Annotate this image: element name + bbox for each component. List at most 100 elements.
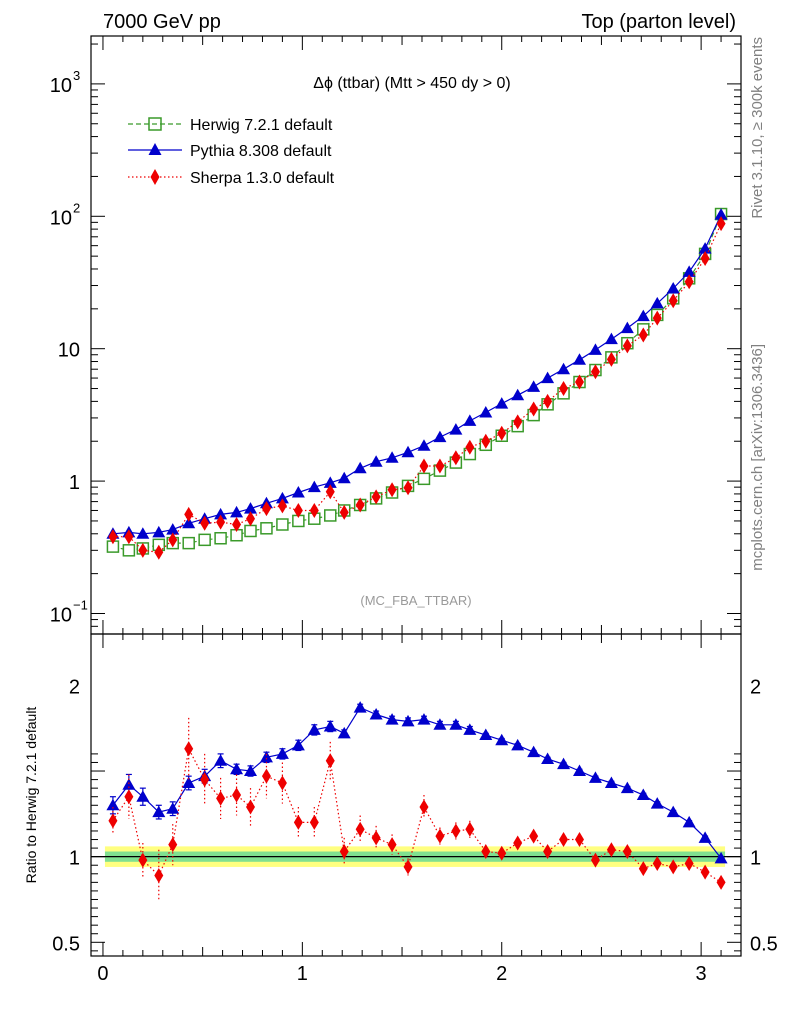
legend-label-pythia: Pythia 8.308 default xyxy=(190,143,332,160)
data-point-sherpa xyxy=(465,439,475,455)
series-sherpa xyxy=(108,216,726,560)
y-tick-label-right: 0.5 xyxy=(750,933,778,955)
ratio-point-pythia xyxy=(417,713,431,725)
data-point-sherpa xyxy=(529,401,539,417)
ratio-plot-frame xyxy=(90,633,742,957)
data-point-herwig xyxy=(276,518,289,531)
y-tick-label: 0.5 xyxy=(52,933,80,955)
data-point-sherpa xyxy=(246,511,256,527)
data-point-pythia xyxy=(337,471,351,484)
ratio-point-sherpa xyxy=(277,775,287,791)
ratio-point-pythia xyxy=(401,714,415,727)
ratio-point-pythia xyxy=(307,723,321,735)
ratio-point-pythia xyxy=(572,764,586,777)
mcplots-label: mcplots.cern.ch [arXiv:1306.3436] xyxy=(749,344,766,571)
legend-entry-pythia: Pythia 8.308 default xyxy=(128,143,332,160)
ratio-point-pythia xyxy=(714,851,728,864)
data-point-pythia xyxy=(136,527,150,539)
ratio-point-sherpa xyxy=(261,768,271,784)
data-point-sherpa xyxy=(481,433,491,449)
y-tick-label: 10 −1 xyxy=(50,597,88,626)
ratio-point-sherpa xyxy=(622,844,632,860)
data-point-herwig xyxy=(214,532,227,545)
ratio-point-pythia xyxy=(369,708,383,720)
data-point-pythia xyxy=(714,208,728,220)
data-point-pythia xyxy=(152,525,166,538)
series-herwig xyxy=(106,207,728,557)
x-tick-label: 1 xyxy=(297,963,308,985)
legend-entry-herwig: Herwig 7.2.1 default xyxy=(128,117,333,134)
ratio-point-sherpa xyxy=(700,864,710,880)
ratio-point-pythia xyxy=(463,723,477,735)
ratio-point-pythia xyxy=(479,728,493,741)
ratio-point-sherpa xyxy=(216,790,226,806)
y-tick-label-mantissa: 10 xyxy=(50,604,72,626)
ratio-point-sherpa xyxy=(293,814,303,830)
data-point-pythia xyxy=(353,461,367,474)
data-layer xyxy=(91,207,741,902)
legend-label-herwig: Herwig 7.2.1 default xyxy=(190,117,333,134)
ratio-point-sherpa xyxy=(403,859,413,875)
ratio-series-line-sherpa xyxy=(112,746,722,883)
ratio-point-pythia xyxy=(323,719,337,732)
ratio-point-sherpa xyxy=(590,852,600,868)
data-point-herwig xyxy=(417,472,431,486)
watermark: (MC_FBA_TTBAR) xyxy=(360,593,471,608)
ratio-point-sherpa xyxy=(513,835,523,851)
rivet-label: Rivet 3.1.10, ≥ 300k events xyxy=(749,37,766,219)
data-point-sherpa xyxy=(154,544,164,560)
data-point-pythia xyxy=(214,507,228,520)
y-tick-label-right: 1 xyxy=(750,848,761,870)
data-point-herwig xyxy=(324,509,337,522)
header-right-label: Top (parton level) xyxy=(581,11,736,33)
data-point-sherpa xyxy=(419,458,429,474)
data-point-sherpa xyxy=(668,293,678,309)
ratio-point-sherpa xyxy=(184,741,194,757)
ratio-point-pythia xyxy=(682,815,696,828)
ratio-point-sherpa xyxy=(716,874,726,890)
data-point-herwig xyxy=(122,544,136,557)
data-point-pythia xyxy=(291,486,305,498)
data-point-sherpa xyxy=(638,327,648,343)
data-point-sherpa xyxy=(355,497,365,513)
ratio-point-pythia xyxy=(698,831,712,843)
data-point-pythia xyxy=(541,371,555,384)
ratio-point-pythia xyxy=(166,802,180,814)
data-point-sherpa xyxy=(184,506,194,522)
ratio-point-sherpa xyxy=(154,868,164,883)
data-point-herwig xyxy=(198,533,211,547)
y-tick-label-exponent: −1 xyxy=(73,597,88,612)
data-point-pythia xyxy=(636,309,650,322)
data-point-herwig xyxy=(260,522,273,535)
ratio-point-pythia xyxy=(650,797,664,809)
data-point-pythia xyxy=(369,455,383,467)
ratio-point-sherpa xyxy=(200,772,210,788)
ratio-point-pythia xyxy=(106,798,120,811)
data-point-pythia xyxy=(511,388,525,401)
ratio-point-sherpa xyxy=(559,832,569,848)
ratio-point-sherpa xyxy=(387,837,397,853)
data-point-pythia xyxy=(275,491,289,504)
ratio-point-sherpa xyxy=(138,852,148,868)
ratio-point-pythia xyxy=(337,726,351,739)
data-point-sherpa xyxy=(700,250,710,266)
ratio-point-pythia xyxy=(604,776,618,789)
x-tick-label: 3 xyxy=(696,963,707,985)
data-point-sherpa xyxy=(216,514,226,530)
data-point-pythia xyxy=(527,380,541,392)
series-line-pythia xyxy=(112,214,722,535)
series-pythia xyxy=(106,208,728,539)
data-point-sherpa xyxy=(574,374,584,390)
data-point-pythia xyxy=(166,523,180,535)
y-tick-label-mantissa: 10 xyxy=(58,340,80,362)
y-tick-label: 1 xyxy=(69,472,80,494)
data-point-pythia xyxy=(417,439,431,451)
ratio-point-sherpa xyxy=(543,844,553,860)
data-point-sherpa xyxy=(497,425,507,441)
data-point-sherpa xyxy=(403,480,413,496)
ratio-point-sherpa xyxy=(124,789,134,805)
ratio-series-pythia xyxy=(106,701,728,864)
ratio-point-pythia xyxy=(449,718,463,730)
data-point-pythia xyxy=(307,480,321,493)
ratio-point-sherpa xyxy=(325,753,335,769)
